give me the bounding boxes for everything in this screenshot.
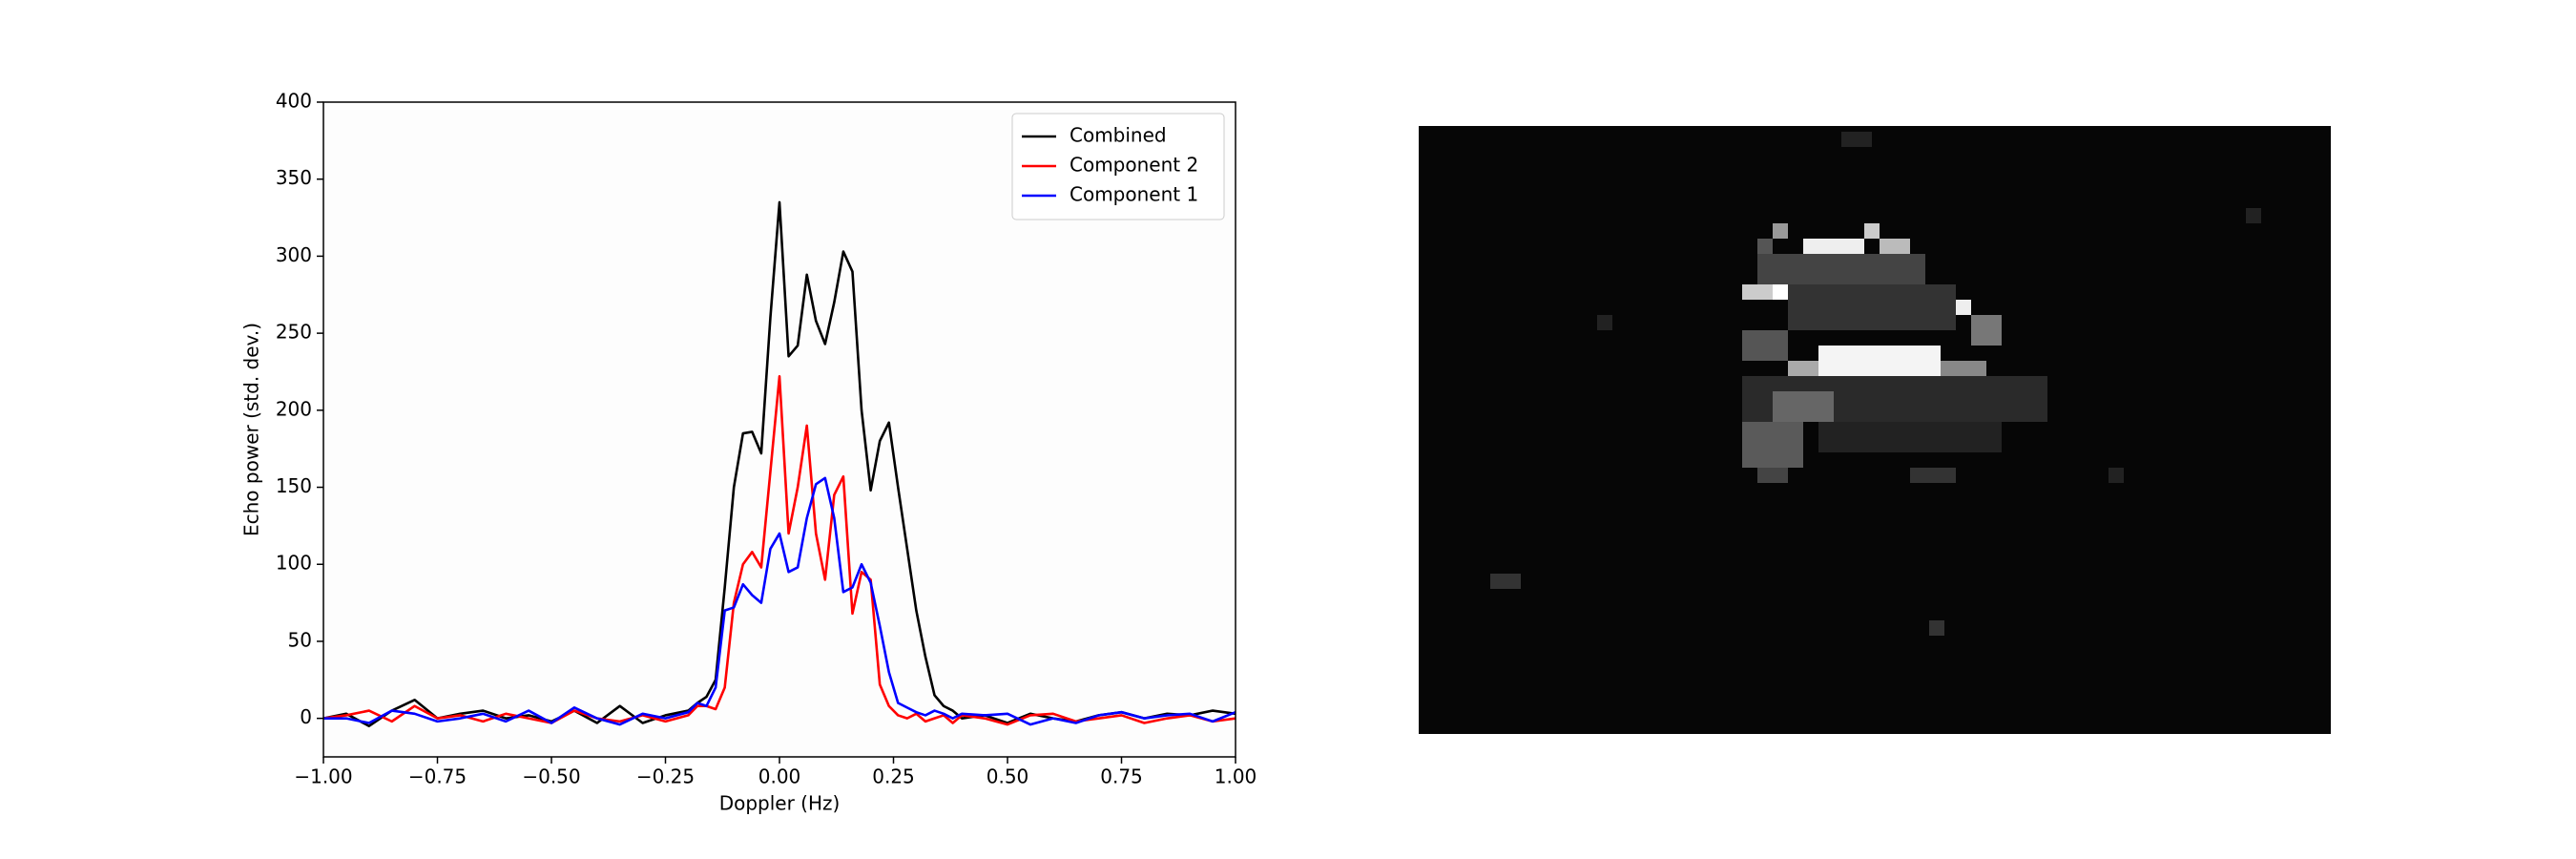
pixel — [1597, 315, 1612, 330]
pixel — [1956, 300, 1971, 315]
x-tick-label: −0.75 — [408, 765, 467, 788]
y-tick-label: 0 — [300, 705, 312, 728]
pixel — [1757, 239, 1773, 254]
pixel — [1773, 391, 1834, 422]
y-tick-label: 200 — [276, 397, 312, 420]
pixel — [1490, 574, 1521, 589]
x-tick-label: −1.00 — [294, 765, 352, 788]
pixel — [1773, 223, 1788, 239]
y-tick-label: 250 — [276, 321, 312, 344]
pixel — [1803, 239, 1864, 254]
pixel — [1929, 620, 1944, 636]
y-tick-label: 50 — [288, 628, 312, 651]
pixel — [1757, 254, 1925, 284]
pixel — [1742, 422, 1803, 468]
y-tick-label: 300 — [276, 243, 312, 266]
y-axis-label: Echo power (std. dev.) — [240, 323, 263, 536]
axes-frame — [322, 101, 1236, 758]
pixel — [1757, 468, 1788, 483]
pixel — [1788, 361, 1818, 376]
legend-label: Combined — [1070, 124, 1167, 147]
y-tick-label: 150 — [276, 474, 312, 497]
x-tick-label: 0.00 — [758, 765, 801, 788]
x-tick-label: −0.50 — [522, 765, 580, 788]
pixel — [1910, 468, 1956, 483]
pixel — [1841, 132, 1872, 147]
pixel — [1941, 361, 1986, 376]
pixel — [1971, 315, 2002, 346]
x-tick-label: 0.50 — [987, 765, 1029, 788]
pixel — [1818, 346, 1941, 376]
pixel — [1742, 330, 1788, 361]
x-tick-label: 1.00 — [1215, 765, 1257, 788]
pixel — [1742, 284, 1773, 300]
pixel — [1880, 239, 1910, 254]
radar-image — [1419, 126, 2331, 734]
x-axis-label: Doppler (Hz) — [719, 792, 841, 815]
legend-label: Component 2 — [1070, 154, 1198, 177]
pixel — [1818, 422, 2002, 452]
legend-label: Component 1 — [1070, 183, 1198, 206]
series-line — [322, 375, 1236, 726]
pixel — [1864, 223, 1880, 239]
y-tick-label: 400 — [276, 90, 312, 113]
x-tick-label: −0.25 — [636, 765, 695, 788]
pixel — [1773, 284, 1788, 300]
pixel — [1788, 284, 1956, 330]
x-tick-label: 0.75 — [1100, 765, 1143, 788]
y-tick-label: 350 — [276, 166, 312, 189]
pixel — [2109, 468, 2124, 483]
y-tick-label: 100 — [276, 552, 312, 575]
legend-box — [1011, 113, 1225, 220]
pixel — [2246, 208, 2261, 223]
x-tick-label: 0.25 — [872, 765, 915, 788]
series-line — [323, 476, 1236, 726]
